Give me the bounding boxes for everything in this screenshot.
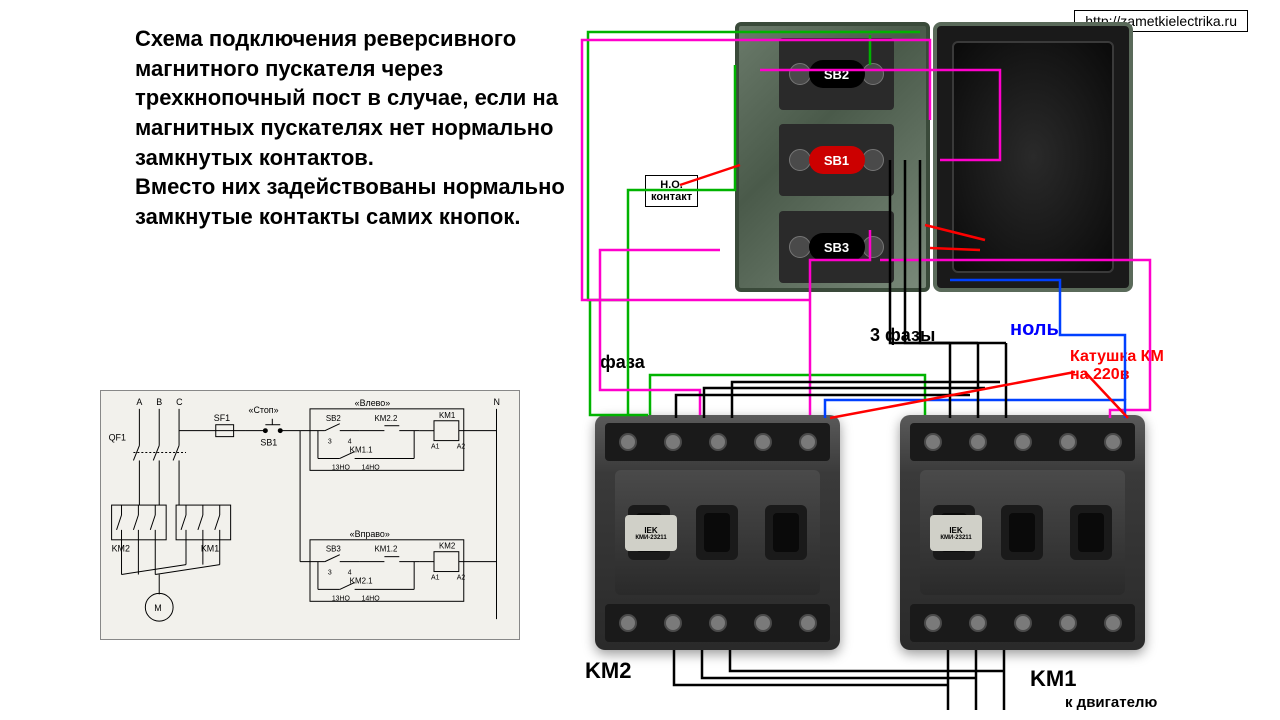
sch-km2-box: KM2 (112, 544, 130, 554)
svg-text:3: 3 (328, 439, 332, 446)
sch-km12: KM1.2 (374, 545, 397, 554)
button-sb1-label: SB1 (809, 146, 865, 174)
button-sb2-mount: SB2 (779, 38, 894, 110)
three-button-post: SB2 SB1 SB3 (735, 22, 930, 292)
sch-sb2: SB2 (326, 414, 341, 423)
sch-qf1: QF1 (109, 433, 126, 443)
schematic-inset: A B C QF1 KM2 KM1 М (100, 390, 520, 640)
sch-left: «Влево» (355, 398, 391, 408)
sch-sf1: SF1 (214, 413, 230, 423)
no-contact-label: Н.О.контакт (645, 175, 698, 207)
sch-km1-box: KM1 (201, 544, 219, 554)
phase-label: фаза (600, 352, 645, 373)
sch-A: A (136, 397, 142, 407)
sch-km21: KM2.1 (350, 576, 373, 585)
sch-km22: KM2.2 (374, 414, 397, 423)
sch-C: C (176, 397, 183, 407)
svg-text:3: 3 (328, 570, 332, 577)
button-sb3-label: SB3 (809, 233, 865, 261)
sch-sb1: SB1 (260, 438, 277, 448)
sch-ho14: 14НО (362, 464, 381, 471)
sch-sb3: SB3 (326, 545, 342, 554)
sch-km1c: KM1 (439, 411, 456, 420)
sch-a1: A1 (431, 444, 440, 451)
button-station-photo: Н.О.контакт Н.З.контакт SB2 SB1 SB3 (575, 22, 1135, 297)
button-sb2-label: SB2 (809, 60, 865, 88)
contactor-km1: IEKКМИ-23211 (900, 415, 1145, 650)
km1-brand: IEK (949, 526, 962, 535)
description-text: Схема подключения реверсивного магнитног… (135, 24, 565, 232)
km1-label: KM1 (1030, 666, 1076, 692)
sch-N: N (494, 397, 500, 407)
to-motor-label: к двигателю (1065, 694, 1157, 711)
km2-model: КМИ-23211 (635, 535, 666, 541)
km2-label: KM2 (585, 658, 631, 684)
sch-motor: М (154, 603, 161, 613)
neutral-label: ноль (1010, 318, 1059, 341)
km2-brand: IEK (644, 526, 657, 535)
svg-text:13НО: 13НО (332, 595, 351, 602)
enclosure-cover (933, 22, 1133, 292)
button-sb3-mount: SB3 (779, 211, 894, 283)
sch-ho13: 13НО (332, 464, 351, 471)
sch-stop: «Стоп» (248, 405, 278, 415)
sch-km2c: KM2 (439, 542, 455, 551)
sch-B: B (156, 397, 162, 407)
contactor-km2: IEKКМИ-23211 (595, 415, 840, 650)
coil-label: Катушка КМна 220в (1070, 348, 1164, 385)
svg-text:14НО: 14НО (362, 595, 381, 602)
km1-model: КМИ-23211 (940, 535, 971, 541)
sch-a2: A2 (457, 444, 466, 451)
sch-km11: KM1.1 (350, 446, 373, 455)
svg-text:A2: A2 (457, 574, 466, 581)
three-phase-label: 3 фазы (870, 325, 935, 346)
sch-right: «Вправо» (350, 529, 390, 539)
svg-text:A1: A1 (431, 574, 440, 581)
button-sb1-mount: SB1 (779, 124, 894, 196)
